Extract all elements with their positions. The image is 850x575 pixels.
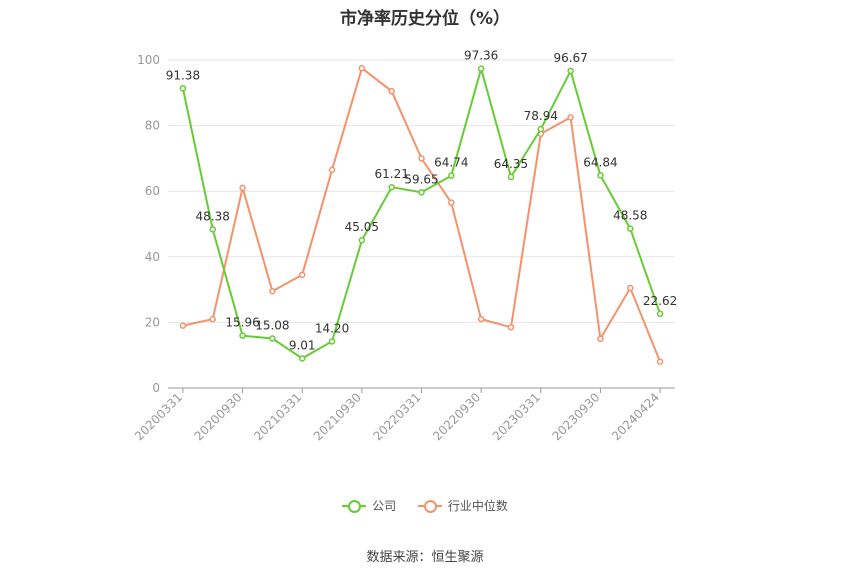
data-point-industry xyxy=(418,155,425,162)
data-label-company: 14.20 xyxy=(315,321,349,335)
data-point-company xyxy=(507,173,515,181)
data-point-industry xyxy=(328,166,336,174)
data-point-company xyxy=(239,332,246,339)
data-point-industry xyxy=(298,271,306,279)
data-point-industry xyxy=(627,284,634,292)
x-tick-label: 20230331 xyxy=(490,390,543,443)
data-point-industry xyxy=(507,324,515,331)
data-label-company: 15.08 xyxy=(255,319,289,333)
legend-item-industry[interactable]: 行业中位数 xyxy=(417,497,508,514)
legend-label-company: 公司 xyxy=(372,499,397,513)
data-label-company: 91.38 xyxy=(166,68,200,82)
legend-swatch-industry xyxy=(417,499,442,513)
data-point-company xyxy=(328,338,336,345)
data-point-company xyxy=(448,172,455,179)
data-label-company: 59.65 xyxy=(404,172,438,186)
data-point-industry xyxy=(567,114,574,121)
data-point-industry xyxy=(388,87,395,95)
data-point-industry xyxy=(358,64,366,72)
y-tick-label: 60 xyxy=(145,184,160,198)
data-point-company xyxy=(209,226,216,233)
data-point-company xyxy=(537,125,545,133)
x-tick-label: 20230930 xyxy=(549,390,602,443)
data-point-company xyxy=(656,310,664,318)
data-point-company xyxy=(477,65,485,72)
data-label-company: 64.84 xyxy=(583,155,617,169)
data-label-company: 97.36 xyxy=(464,49,498,63)
data-label-company: 61.21 xyxy=(374,167,408,181)
y-tick-label: 100 xyxy=(137,53,160,67)
data-source: 数据来源：恒生聚源 xyxy=(366,550,484,565)
data-point-company xyxy=(627,225,634,232)
data-label-company: 22.62 xyxy=(643,294,677,308)
data-point-industry xyxy=(179,322,187,329)
y-tick-label: 80 xyxy=(145,119,160,133)
x-tick-label: 20220331 xyxy=(371,390,424,443)
data-point-company xyxy=(179,85,187,92)
x-tick-label: 20210331 xyxy=(251,390,304,443)
y-tick-label: 40 xyxy=(145,250,160,264)
data-label-company: 64.35 xyxy=(494,157,528,171)
data-point-company xyxy=(358,236,366,244)
x-tick-label: 20210930 xyxy=(311,390,364,443)
x-tick-label: 20200930 xyxy=(192,390,245,443)
legend: 公司 行业中位数 xyxy=(0,497,850,516)
data-label-company: 48.38 xyxy=(196,209,230,223)
data-label-company: 64.74 xyxy=(434,156,468,170)
data-label-company: 9.01 xyxy=(289,338,316,352)
data-point-industry xyxy=(477,315,485,323)
legend-label-industry: 行业中位数 xyxy=(447,499,508,513)
y-tick-label: 0 xyxy=(152,381,160,395)
y-tick-label: 20 xyxy=(145,315,160,329)
data-point-industry xyxy=(239,184,246,192)
legend-swatch-company xyxy=(342,499,367,513)
legend-item-company[interactable]: 公司 xyxy=(342,497,396,514)
data-label-company: 15.96 xyxy=(225,316,259,330)
data-label-company: 48.58 xyxy=(613,209,647,223)
x-tick-label: 20200331 xyxy=(132,390,185,443)
data-point-industry xyxy=(269,287,276,295)
line-chart: 0 20 40 60 80 100 20200331 20200930 20210331 2021… xyxy=(132,49,677,444)
x-tick-label: 20220930 xyxy=(430,390,483,443)
data-label-company: 78.94 xyxy=(524,109,558,123)
data-point-industry xyxy=(597,335,604,343)
data-point-company xyxy=(567,67,574,75)
data-point-industry xyxy=(448,199,455,206)
x-tick-label: 20240424 xyxy=(609,390,662,443)
chart-title: 市净率历史分位（%） xyxy=(339,9,511,29)
data-point-company xyxy=(388,183,395,191)
data-point-industry xyxy=(656,358,664,366)
data-point-company xyxy=(418,189,425,196)
data-label-company: 45.05 xyxy=(345,220,379,234)
data-point-industry xyxy=(209,315,216,323)
data-label-company: 96.67 xyxy=(553,51,587,65)
data-point-company xyxy=(269,335,276,342)
data-point-company xyxy=(298,355,306,362)
data-point-company xyxy=(597,172,604,179)
